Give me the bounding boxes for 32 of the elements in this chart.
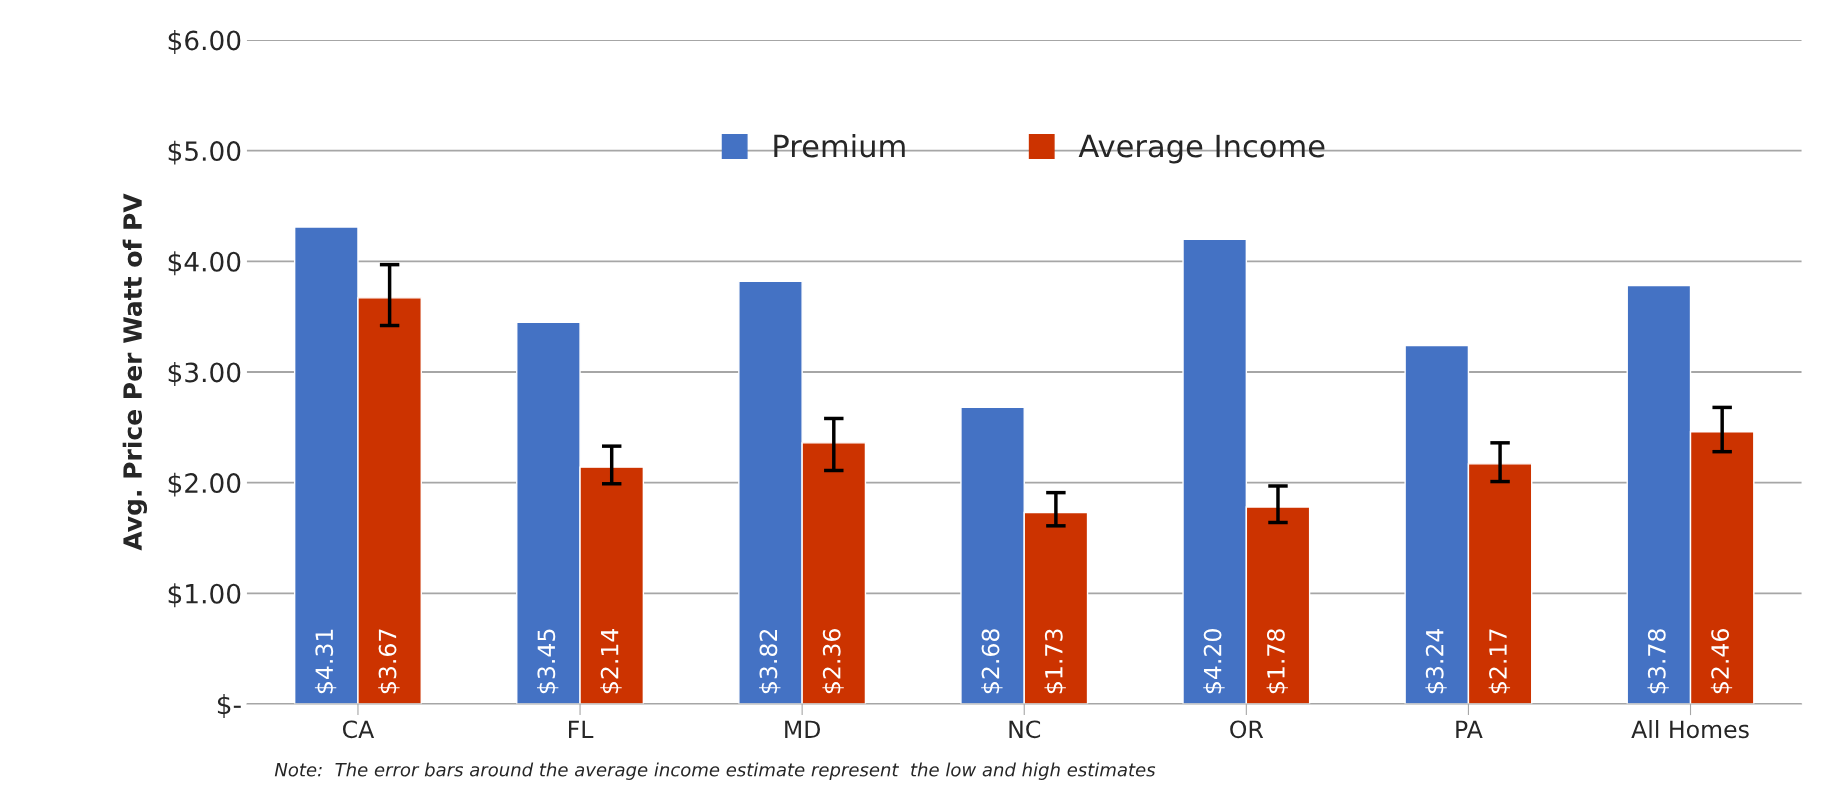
- x-tick-label: All Homes: [1631, 719, 1749, 739]
- data-label: $3.24: [1425, 628, 1447, 694]
- text: Note: The error bars around the average income estimate represent the low and high estimates: [274, 762, 1156, 780]
- data-label: $2.14: [600, 628, 622, 694]
- data-label: $4.20: [1203, 629, 1225, 694]
- y-axis-title: Avg. Price Per Watt of PV: [122, 193, 148, 551]
- legend-label: Average Income: [1078, 134, 1325, 164]
- y-tick-label: $6.00: [168, 29, 241, 54]
- y-tick-label: $-: [217, 693, 241, 718]
- data-label: $3.67: [378, 629, 400, 694]
- x-tick-label: NC: [1009, 720, 1041, 739]
- data-label: $2.46: [1710, 629, 1733, 694]
- data-label: $2.17: [1488, 629, 1511, 694]
- data-label: $2.36: [822, 629, 844, 694]
- data-label: $1.78: [1266, 629, 1288, 694]
- data-label: $1.73: [1044, 629, 1066, 694]
- x-tick-label: FL: [569, 720, 594, 738]
- data-label: $4.31: [314, 629, 337, 694]
- data-label: $3.82: [759, 629, 781, 694]
- data-label: $3.78: [1647, 629, 1669, 694]
- x-tick-label: CA: [342, 720, 375, 739]
- x-tick-label: PA: [1456, 720, 1483, 738]
- y-tick-label: $2.00: [168, 472, 241, 497]
- data-label: $3.45: [536, 629, 559, 694]
- y-tick-label: $1.00: [168, 583, 241, 608]
- x-tick-label: MD: [785, 720, 821, 738]
- x-tick-label: OR: [1230, 720, 1264, 739]
- data-label: $2.68: [981, 629, 1003, 694]
- y-tick-label: $4.00: [168, 251, 241, 276]
- y-tick-label: $5.00: [168, 140, 241, 165]
- legend-label: Premium: [774, 133, 905, 158]
- y-tick-label: $3.00: [168, 361, 241, 386]
